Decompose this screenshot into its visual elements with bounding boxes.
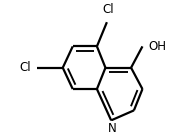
Text: Cl: Cl	[103, 3, 114, 17]
Text: OH: OH	[148, 40, 166, 53]
Text: Cl: Cl	[20, 61, 32, 74]
Text: N: N	[108, 122, 117, 135]
